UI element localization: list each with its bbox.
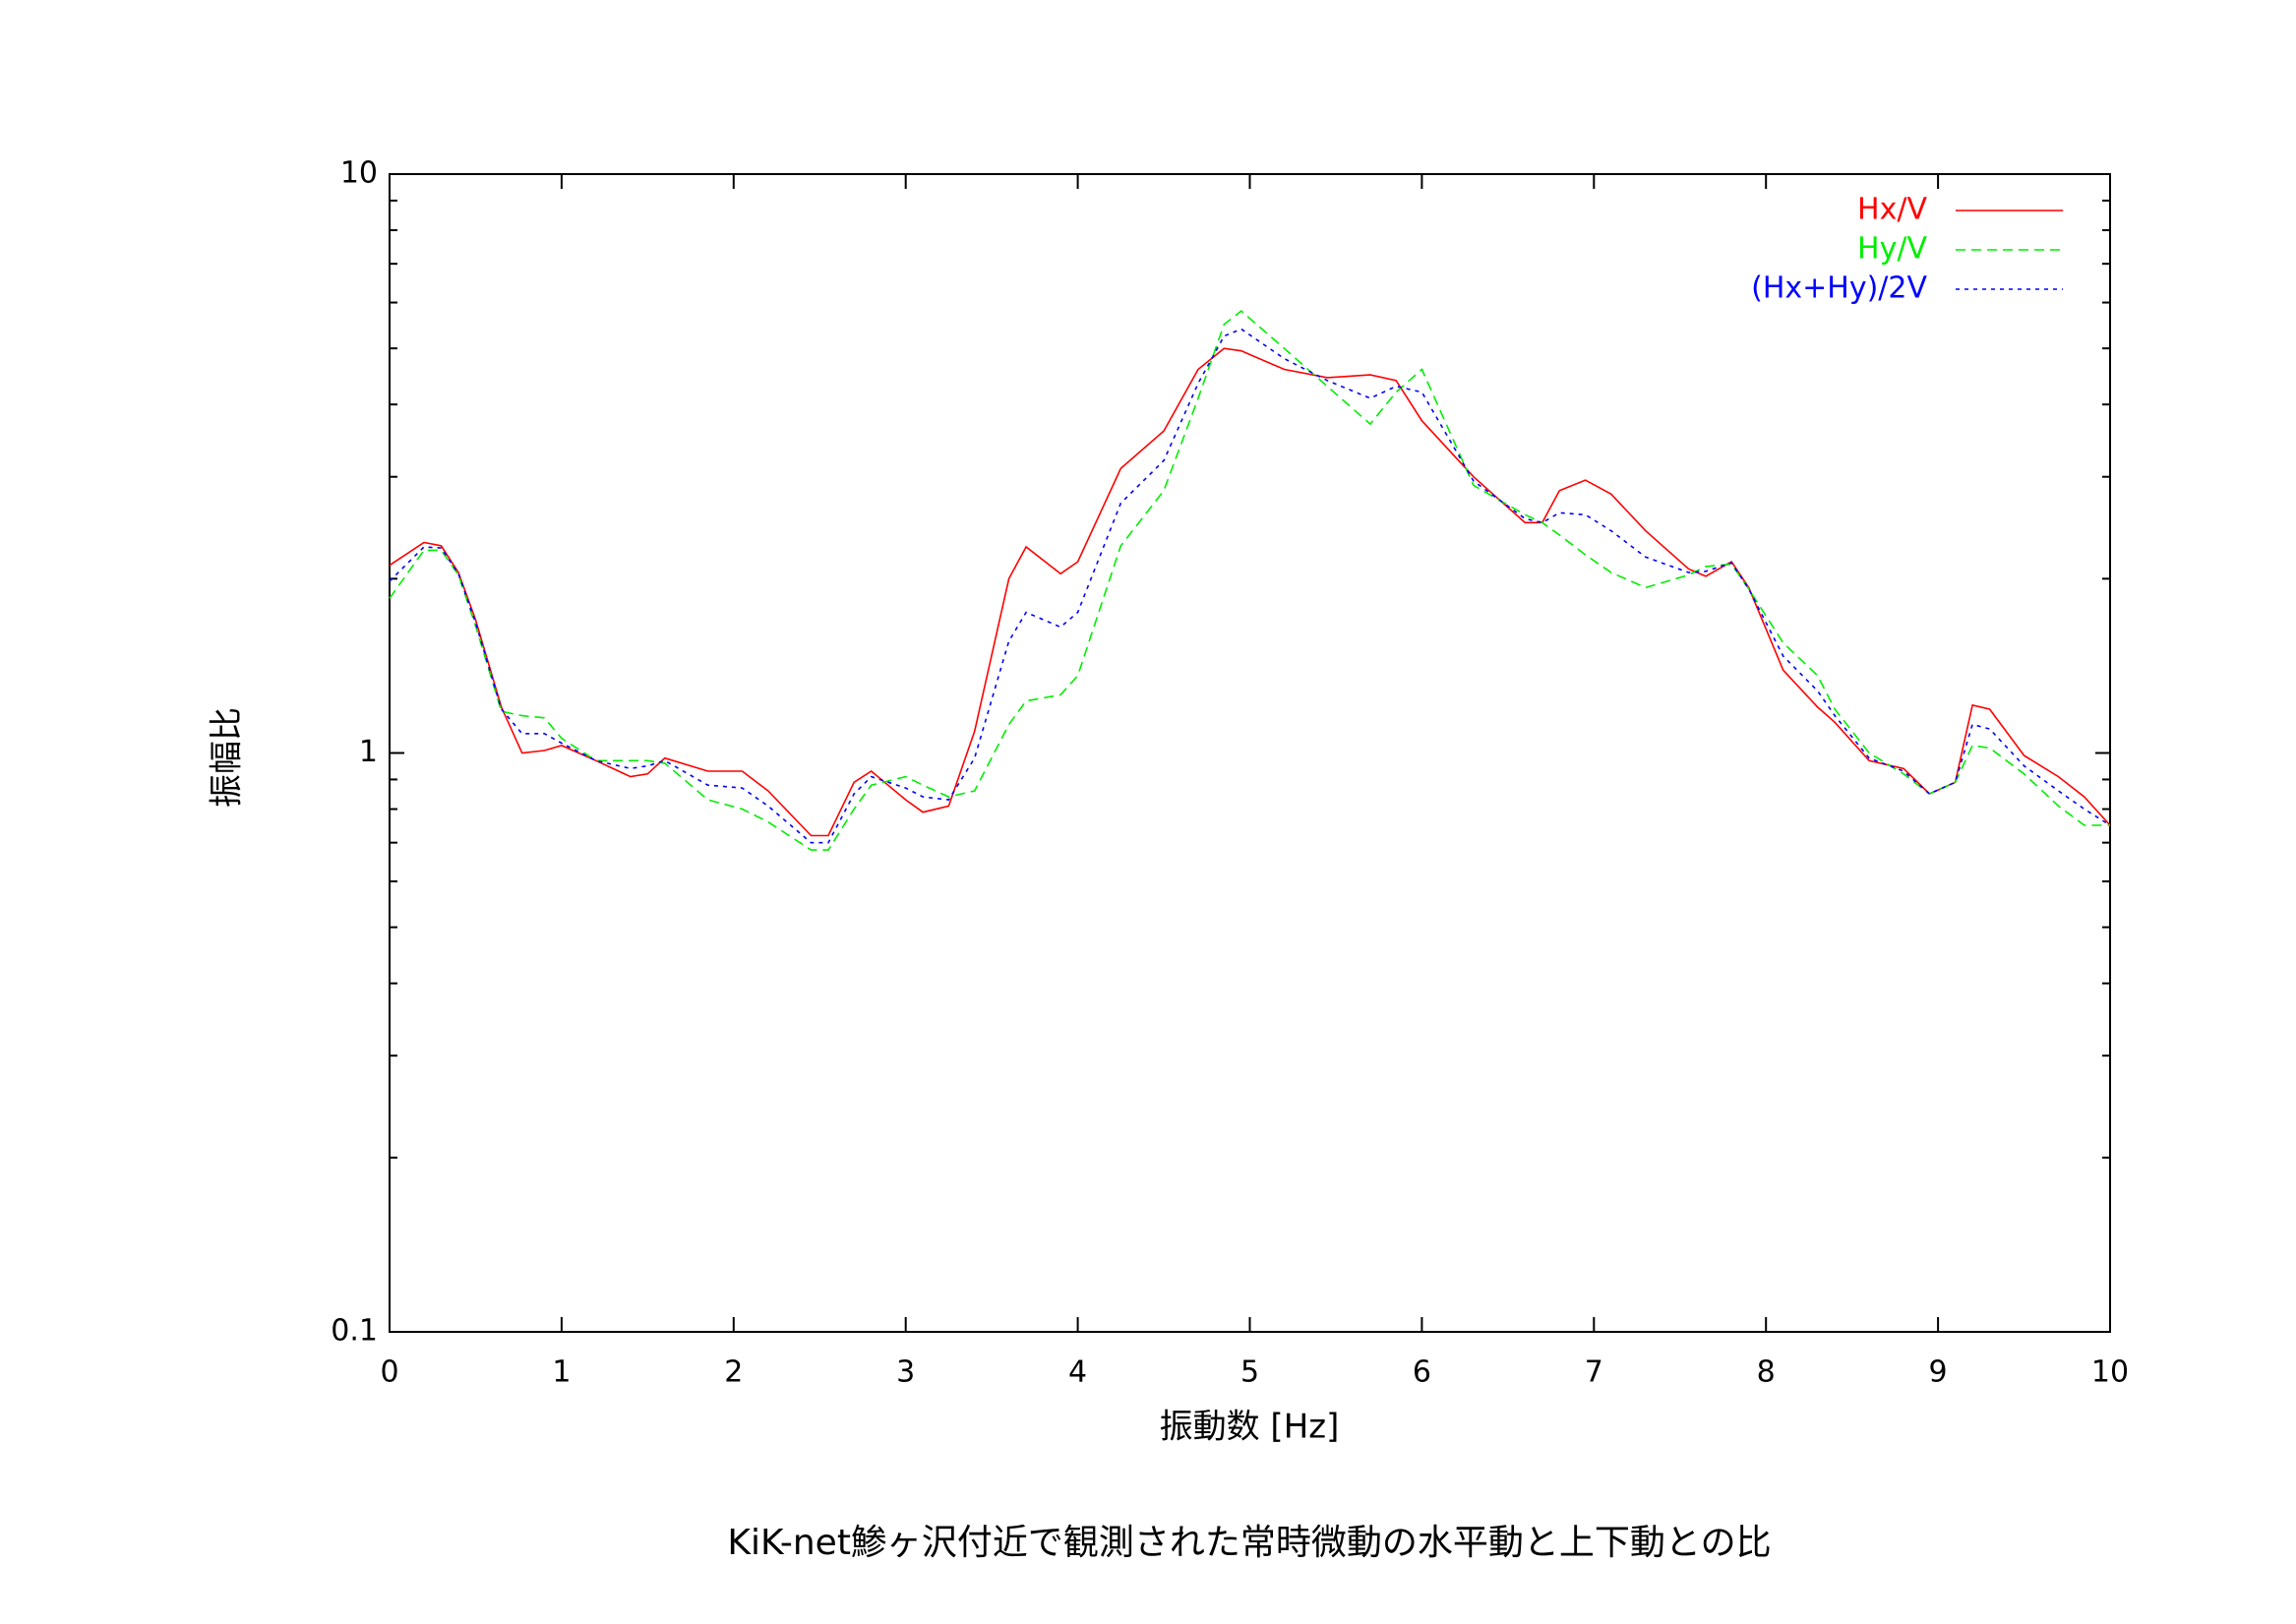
x-tick-label: 4 xyxy=(1068,1355,1087,1390)
x-tick-label: 5 xyxy=(1240,1355,1259,1390)
y-axis-label: 振幅比 xyxy=(208,707,247,808)
series-line xyxy=(389,347,2111,837)
legend-label: Hx/V xyxy=(1857,193,1927,227)
x-tick-label: 9 xyxy=(1929,1355,1948,1390)
series-line xyxy=(389,310,2110,851)
x-tick-label: 8 xyxy=(1757,1355,1776,1390)
x-tick-label: 2 xyxy=(724,1355,743,1390)
x-axis-label: 振動数 [Hz] xyxy=(1160,1408,1340,1447)
x-tick-label: 6 xyxy=(1413,1355,1431,1390)
y-tick-label: 10 xyxy=(340,156,378,191)
series-line xyxy=(389,328,2111,844)
x-tick-label: 7 xyxy=(1585,1355,1603,1390)
x-tick-label: 0 xyxy=(380,1355,398,1390)
legend-label: Hy/V xyxy=(1857,232,1927,267)
y-tick-label: 1 xyxy=(359,735,378,769)
x-tick-label: 1 xyxy=(552,1355,571,1390)
x-tick-label: 3 xyxy=(896,1355,915,1390)
x-tick-label: 10 xyxy=(2091,1355,2129,1390)
legend-label: (Hx+Hy)/2V xyxy=(1751,271,1927,306)
chart-title: KiK-net鯵ヶ沢付近で観測された常時微動の水平動と上下動との比 xyxy=(727,1523,1771,1563)
y-tick-label: 0.1 xyxy=(331,1314,378,1349)
